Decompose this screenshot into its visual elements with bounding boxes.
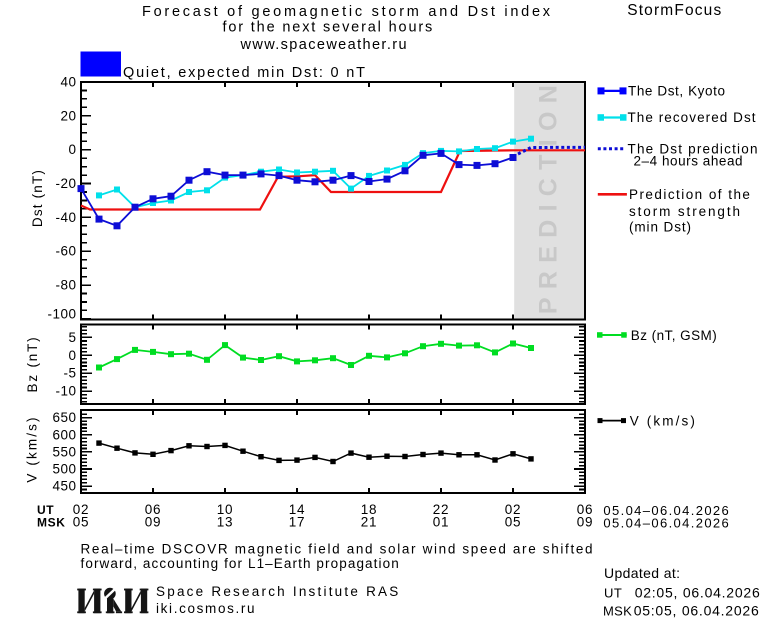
svg-text:MSK: MSK bbox=[37, 515, 65, 529]
svg-text:iki.cosmos.ru: iki.cosmos.ru bbox=[156, 601, 256, 616]
svg-text:-20: -20 bbox=[55, 176, 76, 191]
svg-text:Space Research Institute RAS: Space Research Institute RAS bbox=[156, 584, 401, 599]
svg-text:Dst (nT): Dst (nT) bbox=[30, 169, 45, 227]
svg-text:21: 21 bbox=[361, 514, 377, 529]
svg-text:09: 09 bbox=[577, 514, 593, 529]
svg-text:for the next several hours: for the next several hours bbox=[222, 20, 434, 36]
svg-text:(min Dst): (min Dst) bbox=[629, 219, 692, 234]
svg-text:13: 13 bbox=[217, 514, 233, 529]
svg-text:forward, accounting for L1–Ear: forward, accounting for L1–Earth propaga… bbox=[81, 556, 400, 571]
svg-text:Real–time DSCOVR magnetic fiel: Real–time DSCOVR magnetic field and sola… bbox=[81, 542, 595, 557]
svg-text:05: 05 bbox=[505, 514, 521, 529]
svg-text:02: 02 bbox=[505, 502, 521, 517]
svg-text:06: 06 bbox=[145, 502, 161, 517]
svg-text:-10: -10 bbox=[55, 384, 76, 399]
svg-text:05:05, 06.04.2026: 05:05, 06.04.2026 bbox=[634, 602, 760, 618]
svg-text:18: 18 bbox=[361, 502, 377, 517]
svg-text:The Dst prediction: The Dst prediction bbox=[628, 141, 759, 156]
svg-text:-60: -60 bbox=[55, 244, 76, 259]
svg-text:05.04–06.04.2026: 05.04–06.04.2026 bbox=[603, 515, 730, 530]
svg-text:450: 450 bbox=[52, 479, 76, 494]
svg-text:The Dst, Kyoto: The Dst, Kyoto bbox=[628, 83, 726, 98]
svg-text:14: 14 bbox=[289, 502, 305, 517]
svg-text:550: 550 bbox=[52, 444, 76, 459]
svg-text:-80: -80 bbox=[55, 278, 76, 293]
svg-text:Bz (nT, GSM): Bz (nT, GSM) bbox=[631, 328, 717, 343]
svg-text:2–4 hours ahead: 2–4 hours ahead bbox=[634, 154, 744, 169]
svg-text:20: 20 bbox=[60, 108, 76, 123]
svg-text:09: 09 bbox=[145, 514, 161, 529]
svg-text:5: 5 bbox=[68, 330, 76, 345]
svg-text:40: 40 bbox=[60, 75, 76, 90]
svg-text:Updated at:: Updated at: bbox=[604, 565, 680, 581]
svg-text:500: 500 bbox=[52, 462, 76, 477]
svg-text:05: 05 bbox=[73, 514, 89, 529]
svg-text:PREDICTION: PREDICTION bbox=[535, 77, 563, 314]
svg-text:22: 22 bbox=[433, 502, 449, 517]
svg-text:0: 0 bbox=[68, 348, 76, 363]
svg-text:-5: -5 bbox=[63, 366, 76, 381]
svg-text:UT: UT bbox=[604, 585, 622, 600]
svg-text:V (km/s): V (km/s) bbox=[25, 415, 40, 482]
svg-text:02: 02 bbox=[73, 502, 89, 517]
svg-text:05.04–06.04.2026: 05.04–06.04.2026 bbox=[603, 503, 730, 518]
svg-text:Forecast of geomagnetic storm: Forecast of geomagnetic storm and Dst in… bbox=[142, 4, 553, 20]
svg-text:02:05, 06.04.2026: 02:05, 06.04.2026 bbox=[635, 584, 760, 600]
svg-text:10: 10 bbox=[217, 502, 233, 517]
svg-text:The recovered Dst: The recovered Dst bbox=[628, 110, 757, 125]
svg-text:650: 650 bbox=[52, 410, 76, 425]
svg-text:600: 600 bbox=[52, 427, 76, 442]
svg-text:Bz (nT): Bz (nT) bbox=[25, 336, 40, 393]
svg-text:17: 17 bbox=[289, 514, 305, 529]
svg-text:Prediction of the: Prediction of the bbox=[629, 187, 751, 202]
svg-text:-40: -40 bbox=[55, 210, 76, 225]
svg-text:V (km/s): V (km/s) bbox=[630, 413, 697, 428]
svg-text:www.spaceweather.ru: www.spaceweather.ru bbox=[239, 37, 407, 53]
svg-text:-100: -100 bbox=[47, 307, 76, 322]
svg-text:StormFocus: StormFocus bbox=[627, 2, 722, 19]
svg-text:storm strength: storm strength bbox=[629, 204, 742, 219]
svg-text:06: 06 bbox=[577, 502, 593, 517]
svg-text:UT: UT bbox=[37, 503, 54, 517]
svg-text:01: 01 bbox=[433, 514, 449, 529]
svg-text:Quiet, expected min Dst: 0 nT: Quiet, expected min Dst: 0 nT bbox=[123, 65, 367, 81]
svg-text:0: 0 bbox=[68, 142, 76, 157]
svg-text:MSK: MSK bbox=[603, 603, 632, 618]
